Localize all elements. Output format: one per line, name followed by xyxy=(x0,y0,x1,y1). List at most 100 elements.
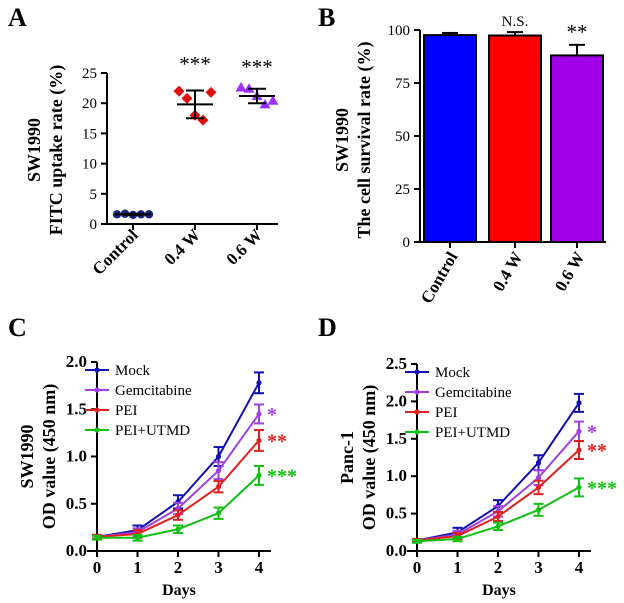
panel-c-y-axis-title: SW1990 OD value (450 nm) xyxy=(17,384,60,530)
panel-d-point-pei-day-2 xyxy=(495,513,501,520)
panel-c-point-pei-day-2 xyxy=(175,512,181,518)
panel-b-y-axis-title: SW1990 The cell survival rate (%) xyxy=(332,42,375,239)
panel-d-y-axis-title-line-2: OD value (450 nm) xyxy=(359,385,380,531)
panel-d-point-mock-day-3 xyxy=(535,460,542,466)
panel-c-chart: SW1990 OD value (450 nm) 0.0 0.5 1.0 1.5 2.0 0 1… xyxy=(17,352,297,599)
panel-b-y-tick-label-50: 50 xyxy=(395,129,410,145)
panel-c-y-axis-title-line-2: OD value (450 nm) xyxy=(39,384,60,530)
panel-c-y-axis-title-line-1: SW1990 xyxy=(17,424,37,488)
panel-d-legend-marker-mock xyxy=(414,369,420,375)
panel-a-point-0-4-w-2 xyxy=(181,92,193,104)
panel-label-b: B xyxy=(318,3,335,32)
panel-c-significance-gemcitabine: * xyxy=(267,404,277,426)
panel-a-x-tick-label-0-4-w: 0.4 W xyxy=(161,225,204,268)
panel-d-point-mock-day-4 xyxy=(576,400,582,406)
panel-c-legend-label-gemcitabine: Gemcitabine xyxy=(115,383,192,399)
panel-c-point-pei-day-3 xyxy=(215,484,222,490)
panel-d-y-tick-label-2: 2.0 xyxy=(386,391,407,410)
panel-c-point-mock-day-3 xyxy=(215,453,222,460)
panel-d-significance-pei: ** xyxy=(587,440,607,462)
panel-a-significance-0-4-w: *** xyxy=(179,52,211,76)
panel-c-point-gemcitabine-day-4 xyxy=(256,411,262,417)
panel-d-y-tick-label-2-5: 2.5 xyxy=(386,354,407,373)
panel-c-legend-label-pei: PEI xyxy=(115,403,138,419)
panel-c-legend-marker-pei-utmd xyxy=(94,427,100,433)
panel-a-point-0-4-w-5 xyxy=(205,86,217,98)
panel-d-x-tick-label-0: 0 xyxy=(413,558,422,577)
panel-d-significance-pei-utmd: *** xyxy=(587,477,617,499)
panel-d-x-tick-label-1: 1 xyxy=(453,558,462,577)
panel-c-significance-pei: ** xyxy=(267,430,287,452)
panel-a-point-0-4-w-1 xyxy=(173,85,185,97)
panel-b-x-tick-label-0-4-w: 0.4 W xyxy=(489,249,527,295)
panel-c-legend-marker-mock xyxy=(94,367,100,373)
panel-a-chart: SW1990 FITC uptake rate (%) 0 5 10 15 20 25 Cont… xyxy=(24,52,279,279)
panel-label-a: A xyxy=(8,3,27,32)
panel-a-y-tick-label-0: 0 xyxy=(90,217,98,233)
panel-c-y-tick-label-0-5: 0.5 xyxy=(66,494,87,513)
panel-d-legend-label-pei: PEI xyxy=(435,405,458,421)
panel-c-point-pei-utmd-day-4 xyxy=(256,472,262,478)
panel-a-x-tick-label-0-6-w: 0.6 W xyxy=(223,225,266,268)
panel-d-y-tick-label-0: 0.0 xyxy=(386,541,407,560)
panel-c-point-pei-day-4 xyxy=(256,437,262,444)
panel-d-point-pei-utmd-day-1 xyxy=(454,536,461,542)
panel-d-y-axis-title: Panc-1 OD value (450 nm) xyxy=(337,385,380,531)
panel-a-y-tick-label-20: 20 xyxy=(82,96,97,112)
panel-a-point-0-6-w-5 xyxy=(267,95,279,105)
panel-a-y-tick-label-15: 15 xyxy=(82,126,97,142)
panel-d-point-pei-utmd-day-4 xyxy=(576,484,582,491)
panel-d-x-tick-label-2: 2 xyxy=(494,558,503,577)
panel-d-legend-label-mock: Mock xyxy=(435,365,470,381)
panel-d-point-pei-utmd-day-2 xyxy=(495,523,501,529)
panel-c-point-pei-utmd-day-0 xyxy=(94,535,100,541)
panel-d-point-gemcitabine-day-3 xyxy=(535,475,542,481)
panel-c-x-tick-label-0: 0 xyxy=(93,558,102,577)
panel-c-point-mock-day-4 xyxy=(256,380,262,386)
panel-d-y-axis-title-line-1: Panc-1 xyxy=(337,431,357,484)
panel-c-point-gemcitabine-day-3 xyxy=(215,468,222,474)
panel-c-y-tick-label-0: 0.0 xyxy=(66,541,87,560)
panel-d-point-pei-day-3 xyxy=(535,484,542,491)
panel-a-x-tick-label-control: Control xyxy=(89,225,142,278)
panel-b-x-tick-label-control: Control xyxy=(417,248,462,307)
panel-a-y-axis-title-line-1: SW1990 xyxy=(24,118,44,182)
panel-c-x-tick-label-3: 3 xyxy=(214,558,223,577)
panel-b-bar-0-6-w xyxy=(550,54,604,243)
panel-c-point-pei-utmd-day-1 xyxy=(134,535,141,541)
panel-b-significance-0-6-w: ** xyxy=(567,20,588,44)
panel-c-legend-label-mock: Mock xyxy=(115,363,150,379)
panel-c-y-tick-label-2: 2.0 xyxy=(66,352,87,371)
panel-b-bar-0-4-w xyxy=(488,34,542,244)
panel-b-y-axis-title-line-2: The cell survival rate (%) xyxy=(354,42,375,239)
panel-label-d: D xyxy=(318,313,337,342)
panel-d-legend-label-pei-utmd: PEI+UTMD xyxy=(435,425,510,441)
panel-b-y-tick-label-0: 0 xyxy=(403,235,411,251)
panel-d-x-axis-title: Days xyxy=(482,582,516,599)
panel-b-y-tick-label-25: 25 xyxy=(395,182,410,198)
panel-d-y-tick-label-1: 1.0 xyxy=(386,466,407,485)
panel-label-c: C xyxy=(8,313,27,342)
panel-b-significance-0-4-w: N.S. xyxy=(502,14,529,30)
panel-c-legend-label-pei-utmd: PEI+UTMD xyxy=(115,423,190,439)
panel-b-y-tick-label-75: 75 xyxy=(395,76,410,92)
panel-b-chart: SW1990 The cell survival rate (%) 0 25 50 75 1… xyxy=(332,14,606,307)
panel-d-significance-gemcitabine: * xyxy=(587,421,597,443)
panel-d-point-pei-utmd-day-0 xyxy=(414,538,420,544)
panel-a-point-0-6-w-1 xyxy=(235,81,247,92)
panel-d-point-pei-day-4 xyxy=(576,447,582,453)
panel-c-legend-marker-gemcitabine xyxy=(94,387,100,393)
panel-d-x-tick-label-4: 4 xyxy=(575,558,584,577)
panel-d-y-tick-label-0-5: 0.5 xyxy=(386,504,407,523)
panel-c-x-tick-label-2: 2 xyxy=(174,558,183,577)
panel-b-bar-control xyxy=(423,34,477,244)
panel-b-y-axis-title-line-1: SW1990 xyxy=(332,108,352,172)
panel-d-chart: Panc-1 OD value (450 nm) 0.0 0.5 1.0 1.5 2.0 2.… xyxy=(337,354,617,599)
panel-a-y-tick-label-25: 25 xyxy=(82,66,97,82)
panel-c-legend-marker-pei xyxy=(94,407,100,413)
panel-a-y-axis-title: SW1990 FITC uptake rate (%) xyxy=(24,65,67,235)
panel-c-series-line-pei xyxy=(96,439,260,538)
panel-d-legend-marker-gemcitabine xyxy=(414,389,420,395)
panel-c-point-pei-utmd-day-2 xyxy=(175,526,181,532)
